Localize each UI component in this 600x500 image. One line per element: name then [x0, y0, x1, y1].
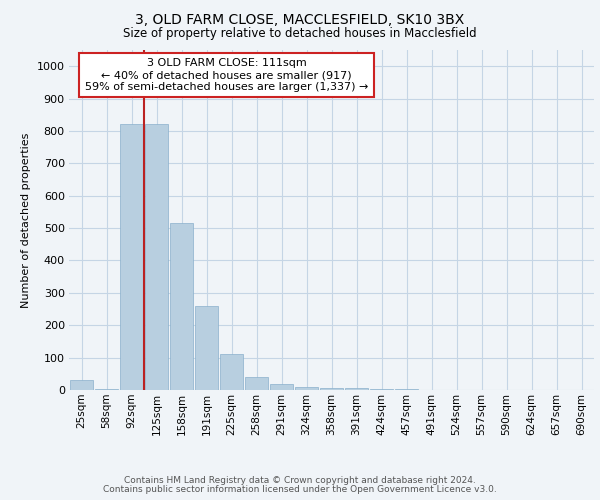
Bar [295, 387, 318, 390]
Bar [320, 388, 343, 390]
Bar [195, 306, 218, 390]
Bar [170, 223, 193, 390]
Bar [145, 124, 168, 390]
Text: Contains public sector information licensed under the Open Government Licence v3: Contains public sector information licen… [103, 484, 497, 494]
Y-axis label: Number of detached properties: Number of detached properties [21, 132, 31, 308]
Bar [245, 377, 268, 390]
Bar [345, 388, 368, 390]
Bar [220, 354, 243, 390]
Text: 3 OLD FARM CLOSE: 111sqm
← 40% of detached houses are smaller (917)
59% of semi-: 3 OLD FARM CLOSE: 111sqm ← 40% of detach… [85, 58, 368, 92]
Text: Size of property relative to detached houses in Macclesfield: Size of property relative to detached ho… [123, 28, 477, 40]
Bar [70, 380, 93, 390]
Text: 3, OLD FARM CLOSE, MACCLESFIELD, SK10 3BX: 3, OLD FARM CLOSE, MACCLESFIELD, SK10 3B… [136, 12, 464, 26]
Text: Contains HM Land Registry data © Crown copyright and database right 2024.: Contains HM Land Registry data © Crown c… [124, 476, 476, 485]
Bar [120, 124, 143, 390]
Bar [270, 384, 293, 390]
